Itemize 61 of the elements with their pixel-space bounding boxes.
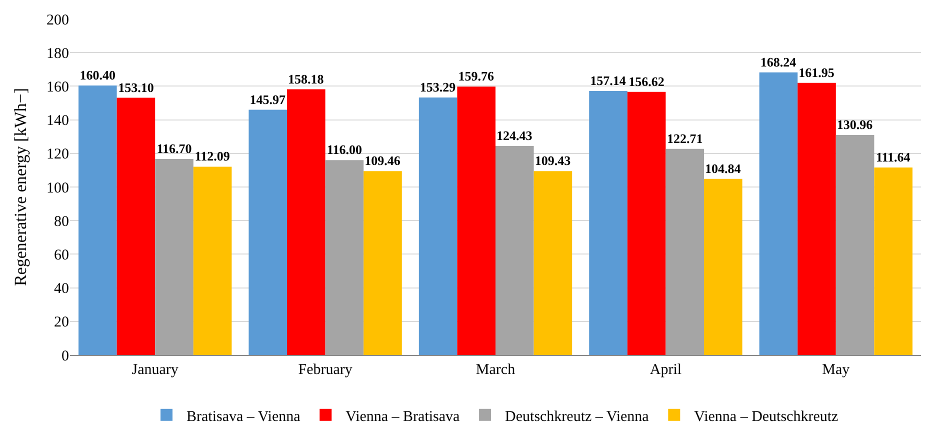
x-tick-label: February [298, 362, 353, 378]
y-tick-label: 200 [46, 12, 69, 28]
x-tick-label: May [822, 362, 850, 378]
bar [325, 160, 364, 355]
data-label: 116.00 [326, 142, 362, 158]
data-label: 130.96 [836, 116, 874, 132]
data-label: 104.84 [705, 160, 742, 176]
data-label: 109.43 [534, 153, 572, 168]
y-tick-label: 180 [46, 46, 69, 62]
data-label: 153.29 [420, 79, 456, 94]
bar [364, 171, 402, 355]
x-tick-label: March [476, 362, 516, 378]
legend-label: Deutschkreutz – Vienna [505, 408, 650, 425]
data-label: 168.24 [760, 54, 797, 70]
data-label: 160.40 [80, 68, 116, 83]
bar [798, 82, 836, 355]
bar [248, 110, 288, 355]
bar [418, 97, 458, 355]
bar [589, 91, 628, 355]
bar [116, 98, 156, 355]
data-label: 153.10 [118, 80, 154, 95]
x-tick-label: April [650, 362, 682, 378]
legend-label: Vienna – Deutschkreutz [694, 408, 839, 425]
y-axis-title: Regenerative energy [kWh−] [11, 88, 30, 286]
bar [155, 158, 194, 355]
bar [534, 171, 572, 355]
y-tick-label: 0 [62, 348, 69, 364]
bar [759, 72, 798, 355]
bar [836, 134, 874, 355]
data-label: 112.09 [194, 148, 230, 164]
data-label: 109.46 [364, 153, 401, 168]
data-label: 124.43 [496, 128, 533, 143]
bar [627, 92, 666, 355]
bar [457, 86, 496, 355]
data-label: 156.62 [628, 74, 664, 89]
x-tick-label: January [132, 362, 179, 378]
bar [666, 148, 704, 355]
data-label: 159.76 [458, 68, 494, 84]
bar [78, 86, 117, 355]
legend-label: Bratisava – Vienna [186, 408, 301, 425]
bar [287, 89, 326, 355]
bar [874, 167, 912, 355]
bar [193, 166, 232, 355]
y-tick-label: 40 [54, 281, 69, 298]
bar [704, 178, 742, 355]
y-tick-label: 120 [46, 146, 69, 163]
data-label: 111.64 [876, 149, 911, 164]
y-tick-label: 160 [46, 79, 69, 96]
y-tick-label: 100 [46, 180, 69, 196]
y-tick-label: 140 [46, 113, 69, 130]
bar [496, 146, 534, 355]
y-tick-label: 60 [54, 247, 69, 264]
y-tick-label: 20 [54, 314, 69, 331]
data-label: 116.70 [156, 140, 192, 156]
data-label: 145.97 [250, 92, 286, 107]
data-label: 161.95 [798, 64, 835, 80]
y-tick-label: 80 [54, 214, 69, 230]
data-label: 158.18 [288, 71, 324, 86]
data-label: 122.71 [666, 130, 703, 146]
legend-label: Vienna – Bratisava [346, 408, 460, 425]
data-label: 157.14 [590, 73, 626, 88]
